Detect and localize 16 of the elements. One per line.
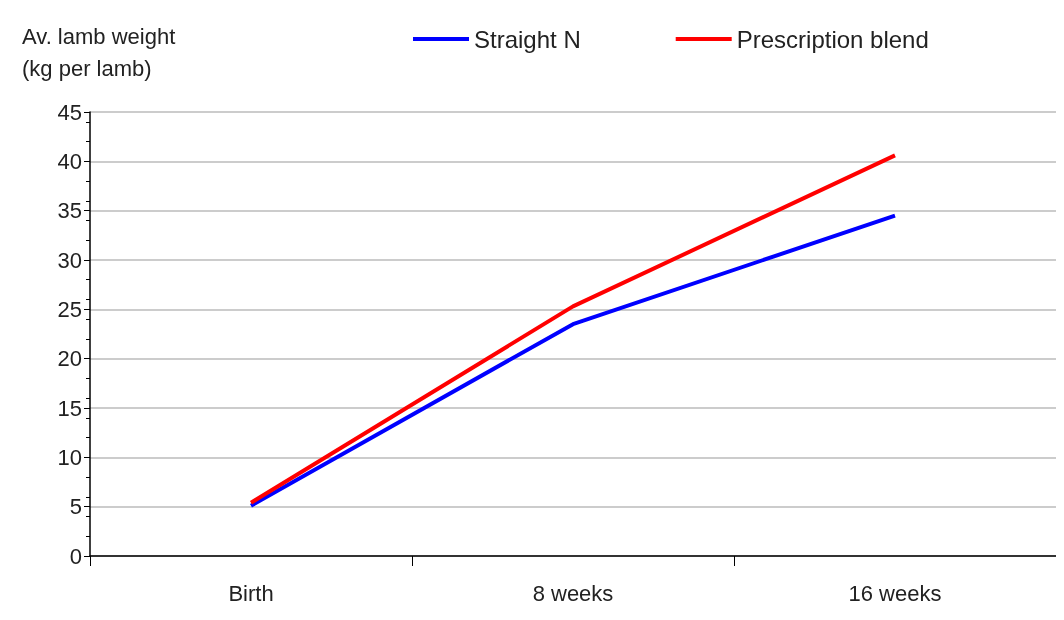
y-tick-label: 10: [57, 444, 82, 470]
y-tick-label: 25: [57, 296, 82, 322]
x-tick-label: 16 weeks: [848, 580, 942, 606]
y-tick-label: 0: [69, 543, 82, 569]
x-tick-label: 8 weeks: [532, 580, 614, 606]
legend-label: Prescription blend: [736, 25, 929, 53]
y-tick-label: 45: [57, 99, 82, 125]
y-tick-label: 35: [57, 198, 82, 224]
y-axis-title: Av. lamb weight (kg per lamb): [22, 23, 176, 81]
legend-label: Straight N: [474, 25, 581, 53]
x-tick-label: Birth: [228, 580, 274, 606]
y-tick-label: 40: [57, 148, 82, 174]
y-tick-label: 30: [57, 247, 82, 273]
y-tick-label: 15: [57, 395, 82, 421]
y-tick-label: 5: [69, 494, 82, 520]
y-tick-label: 20: [57, 346, 82, 372]
